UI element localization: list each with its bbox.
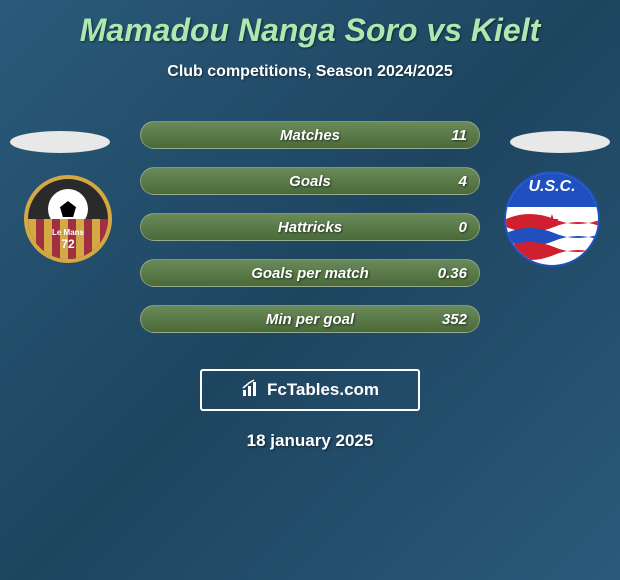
stat-label: Matches: [280, 127, 340, 144]
left-name-placeholder: [10, 131, 110, 153]
brand-box: FcTables.com: [200, 369, 420, 411]
stat-row-goals: Goals 4: [140, 167, 480, 195]
stat-row-goals-per-match: Goals per match 0.36: [140, 259, 480, 287]
crest-club-name: Le Mans: [28, 228, 108, 237]
stat-right-value: 0: [459, 219, 467, 236]
right-club-crest: U.S.C. ★: [502, 171, 602, 271]
crest-letters: U.S.C.: [506, 178, 598, 196]
stat-label: Goals: [289, 173, 331, 190]
left-club-crest: Le Mans 72: [18, 171, 118, 271]
stat-right-value: 4: [459, 173, 467, 190]
stat-label: Goals per match: [251, 265, 369, 282]
crest-club-number: 72: [28, 237, 108, 251]
brand-text: FcTables.com: [267, 380, 379, 400]
stat-right-value: 0.36: [438, 265, 467, 282]
chart-icon: [241, 378, 261, 403]
stat-row-hattricks: Hattricks 0: [140, 213, 480, 241]
star-icon: ★: [544, 211, 560, 232]
stat-rows: Matches 11 Goals 4 Hattricks 0 Goals per…: [140, 121, 480, 351]
page-title: Mamadou Nanga Soro vs Kielt: [0, 0, 620, 49]
stat-right-value: 11: [451, 127, 467, 144]
date-label: 18 january 2025: [0, 431, 620, 451]
stat-row-matches: Matches 11: [140, 121, 480, 149]
stat-label: Min per goal: [266, 311, 354, 328]
stat-row-min-per-goal: Min per goal 352: [140, 305, 480, 333]
stats-area: Le Mans 72 U.S.C. ★: [0, 111, 620, 351]
subtitle: Club competitions, Season 2024/2025: [0, 63, 620, 81]
stat-label: Hattricks: [278, 219, 342, 236]
stat-right-value: 352: [442, 311, 467, 328]
right-name-placeholder: [510, 131, 610, 153]
